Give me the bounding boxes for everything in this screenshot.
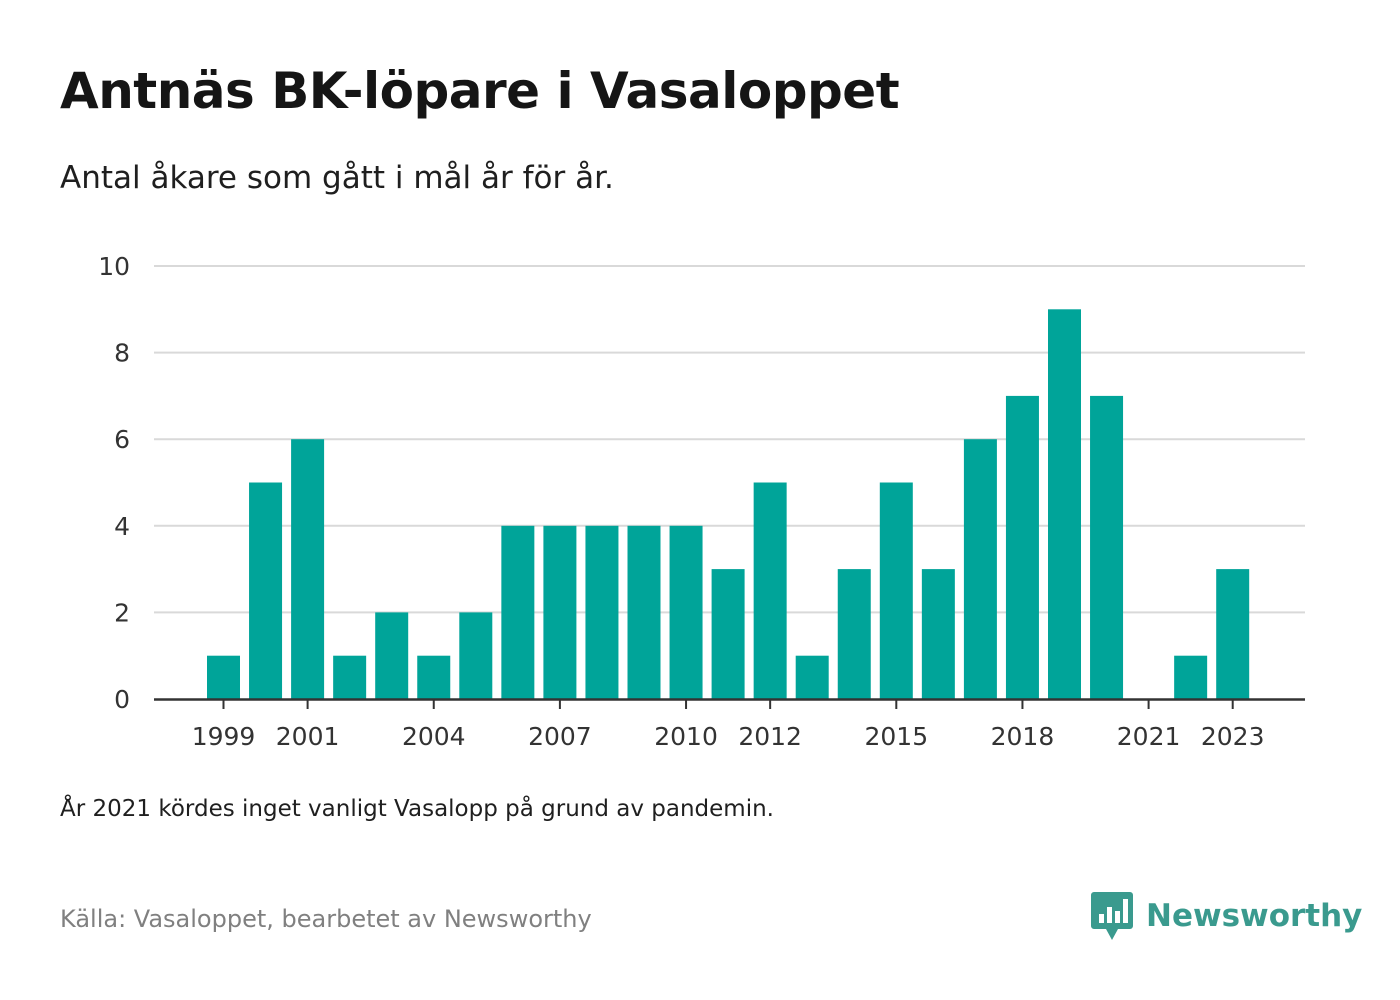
x-tick-label: 2012 <box>738 722 802 751</box>
bar-2008 <box>585 525 619 699</box>
x-tick-label: 2021 <box>1117 722 1181 751</box>
x-tick-label: 2023 <box>1201 722 1265 751</box>
bar-2020 <box>1090 395 1124 699</box>
bar-chart: 0 2 4 6 8 10 1999 2001 2004 2007 2010 2012 2015 2018 2… <box>98 252 1305 751</box>
bar-2018 <box>1005 395 1039 699</box>
x-tick-label: 2010 <box>654 722 718 751</box>
bar-2011 <box>711 569 745 699</box>
bar-2003 <box>375 612 409 699</box>
bar-2016 <box>921 569 955 699</box>
y-tick-label: 8 <box>114 339 130 368</box>
bar-2013 <box>795 655 829 699</box>
bar-2007 <box>543 525 577 699</box>
source-text: Källa: Vasaloppet, bearbetet av Newswort… <box>60 905 592 933</box>
brand-name: Newsworthy <box>1146 898 1363 934</box>
x-tick-label: 2001 <box>276 722 340 751</box>
x-tick-label: 2004 <box>402 722 466 751</box>
chart-note: År 2021 kördes inget vanligt Vasalopp på… <box>60 796 774 822</box>
bar-2022 <box>1174 655 1208 699</box>
bar-2005 <box>459 612 493 699</box>
brand-logo: Newsworthy <box>1090 890 1362 942</box>
bar-2010 <box>669 525 703 699</box>
x-tick-label: 2015 <box>864 722 928 751</box>
y-tick-label: 2 <box>114 598 130 627</box>
y-tick-label: 6 <box>114 425 130 454</box>
bar-2001 <box>291 439 325 699</box>
chart-subtitle: Antal åkare som gått i mål år för år. <box>60 160 614 196</box>
bar-2014 <box>837 569 871 699</box>
bar-2017 <box>963 439 997 699</box>
x-tick-label: 1999 <box>192 722 256 751</box>
bar-2004 <box>417 655 451 699</box>
bar-2023 <box>1216 569 1250 699</box>
newsworthy-logo-icon <box>1091 892 1133 940</box>
bar-2019 <box>1048 309 1081 699</box>
x-tick-label: 2018 <box>991 722 1055 751</box>
bar-2002 <box>333 655 367 699</box>
bar-2000 <box>249 482 283 699</box>
x-tick-label: 2007 <box>528 722 592 751</box>
bar-2012 <box>753 482 787 699</box>
bar-2006 <box>501 525 535 699</box>
bar-1999 <box>207 655 240 699</box>
bar-2009 <box>627 525 661 699</box>
y-tick-label: 0 <box>114 685 130 714</box>
y-tick-label: 4 <box>114 512 130 541</box>
chart-title: Antnäs BK-löpare i Vasaloppet <box>60 62 900 120</box>
bar-2015 <box>879 482 913 699</box>
y-tick-label: 10 <box>98 252 130 281</box>
